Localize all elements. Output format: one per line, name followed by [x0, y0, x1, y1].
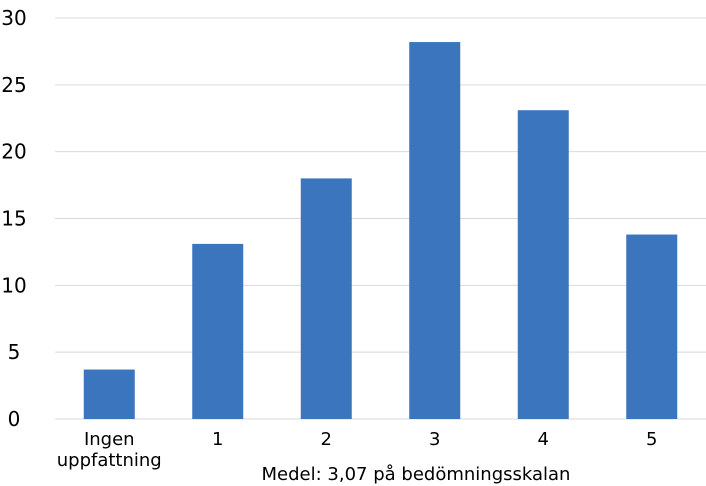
x-tick-label: 5 [646, 429, 657, 450]
bar [409, 42, 461, 420]
x-axis-title: Medel: 3,07 på bedömningsskalan [262, 464, 571, 485]
x-tick-label: 1 [212, 429, 223, 450]
y-tick-label: 0 [8, 407, 21, 431]
x-tick-label: 4 [538, 429, 549, 450]
x-tick-label: 3 [429, 429, 440, 450]
y-tick-label: 25 [1, 73, 26, 97]
bar [300, 178, 352, 419]
y-axis-ticks: 0 5 10 15 20 25 30 [1, 6, 26, 431]
bars [83, 42, 678, 420]
y-tick-label: 30 [1, 6, 26, 30]
x-axis-ticks: Ingen uppfattning 1 2 3 4 5 [57, 429, 658, 471]
bar [83, 369, 135, 419]
gridlines [55, 17, 706, 420]
bar [192, 243, 244, 419]
bar [626, 234, 678, 419]
bar [517, 110, 569, 419]
x-tick-label: Ingen uppfattning [57, 429, 162, 471]
y-tick-label: 5 [8, 340, 21, 364]
y-tick-label: 20 [1, 140, 26, 164]
y-tick-label: 10 [1, 273, 26, 297]
y-tick-label: 15 [1, 207, 26, 231]
x-tick-label: 2 [321, 429, 332, 450]
